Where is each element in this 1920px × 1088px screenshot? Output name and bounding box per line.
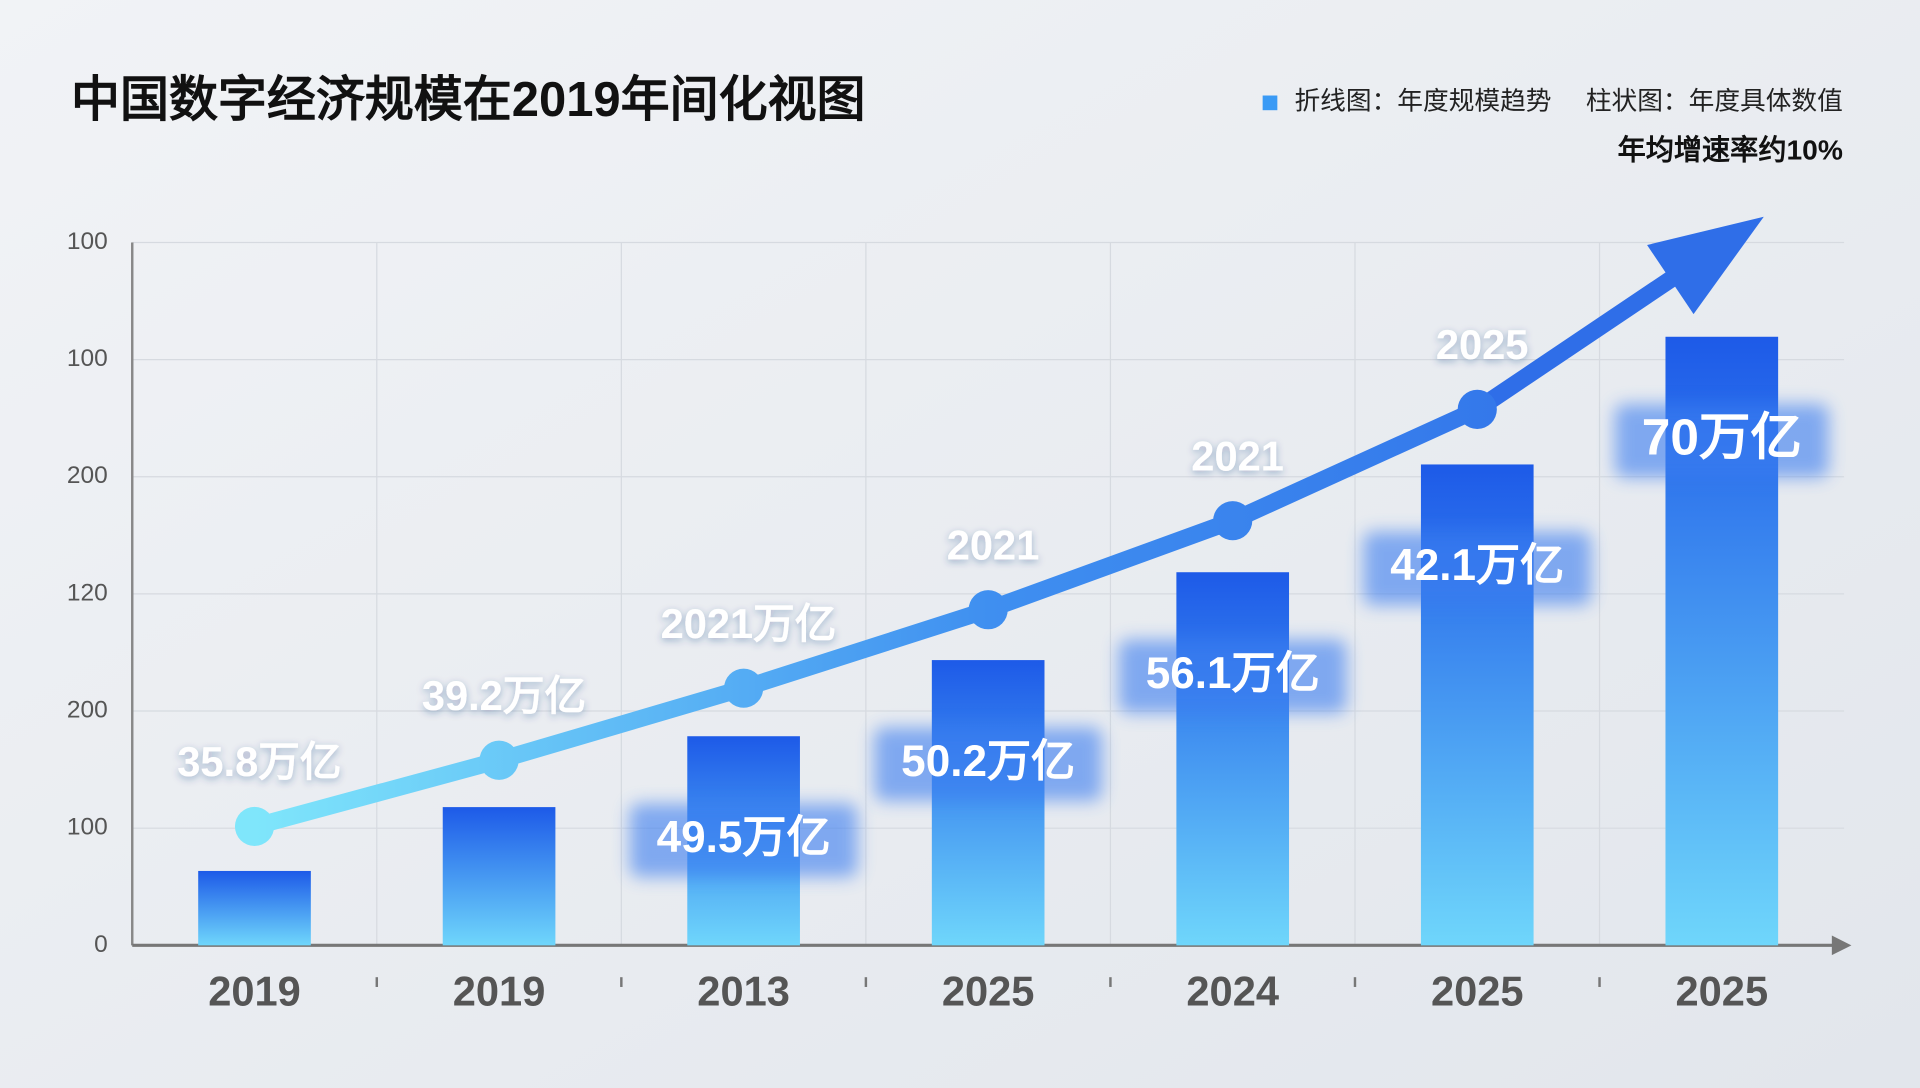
x-tick-label: 2019	[208, 967, 301, 1014]
point-label: 39.2万亿	[422, 672, 586, 719]
line-point	[479, 740, 519, 780]
legend-label: 折线图：年度规模趋势	[1294, 87, 1551, 116]
legend-label: 柱状图：年度具体数值	[1586, 87, 1843, 116]
bar-label-group: 50.2万亿	[874, 727, 1103, 801]
bar-label: 56.1万亿	[1146, 649, 1320, 698]
x-tick-label: 2013	[697, 967, 790, 1014]
y-tick-label: 100	[67, 345, 108, 372]
line-point	[968, 590, 1008, 630]
legend-swatch	[1262, 95, 1278, 111]
trend-arrow-head	[1647, 216, 1764, 315]
y-tick-label: 100	[67, 814, 108, 841]
bar	[931, 660, 1045, 946]
x-axis-arrow	[1831, 935, 1852, 956]
y-tick-label: 120	[67, 579, 108, 606]
point-label: 35.8万亿	[177, 738, 341, 785]
point-label: 2025	[1436, 321, 1529, 368]
line-point	[1457, 389, 1497, 429]
trend-arrow-shaft	[1468, 264, 1690, 418]
trend-line	[245, 400, 1486, 836]
line-point	[234, 806, 275, 847]
point-label: 2021万亿	[661, 600, 837, 647]
x-tick-label: 2025	[1676, 967, 1769, 1014]
bar-label: 49.5万亿	[657, 813, 831, 862]
bar-label-glow	[1614, 404, 1829, 478]
bar-label-group: 49.5万亿	[629, 803, 858, 878]
x-tick-label: 2025	[942, 967, 1035, 1014]
y-tick-label: 200	[67, 462, 108, 489]
bar	[442, 807, 556, 946]
bar-label-glow	[629, 803, 858, 878]
bar-label-glow	[1118, 639, 1347, 714]
bar-label-glow	[874, 727, 1103, 801]
line-point	[724, 668, 764, 708]
y-tick-label: 0	[94, 931, 108, 958]
chart-title: 中国数字经济规模在2019年间化视图	[71, 73, 865, 127]
bar-label-group: 42.1万亿	[1363, 531, 1592, 606]
x-tick-label: 2024	[1186, 967, 1279, 1014]
bar-label: 50.2万亿	[901, 737, 1075, 786]
x-tick-label: 2025	[1431, 967, 1524, 1014]
bar-label: 42.1万亿	[1390, 541, 1564, 590]
line-point	[1213, 501, 1253, 541]
bar-label-glow	[1363, 531, 1592, 606]
x-tick-label: 2019	[453, 967, 546, 1014]
bar-label-group: 56.1万亿	[1118, 639, 1347, 714]
bar-label-group: 70万亿	[1614, 404, 1829, 478]
chart-subtitle: 年均增速率约10%	[1618, 133, 1843, 165]
point-label: 2021	[1191, 432, 1284, 479]
point-label: 2021	[947, 521, 1040, 568]
bar-label: 70万亿	[1642, 407, 1802, 465]
y-tick-label: 200	[67, 697, 108, 724]
bar	[198, 870, 311, 946]
y-tick-label: 100	[67, 228, 108, 255]
bar	[1176, 572, 1290, 946]
